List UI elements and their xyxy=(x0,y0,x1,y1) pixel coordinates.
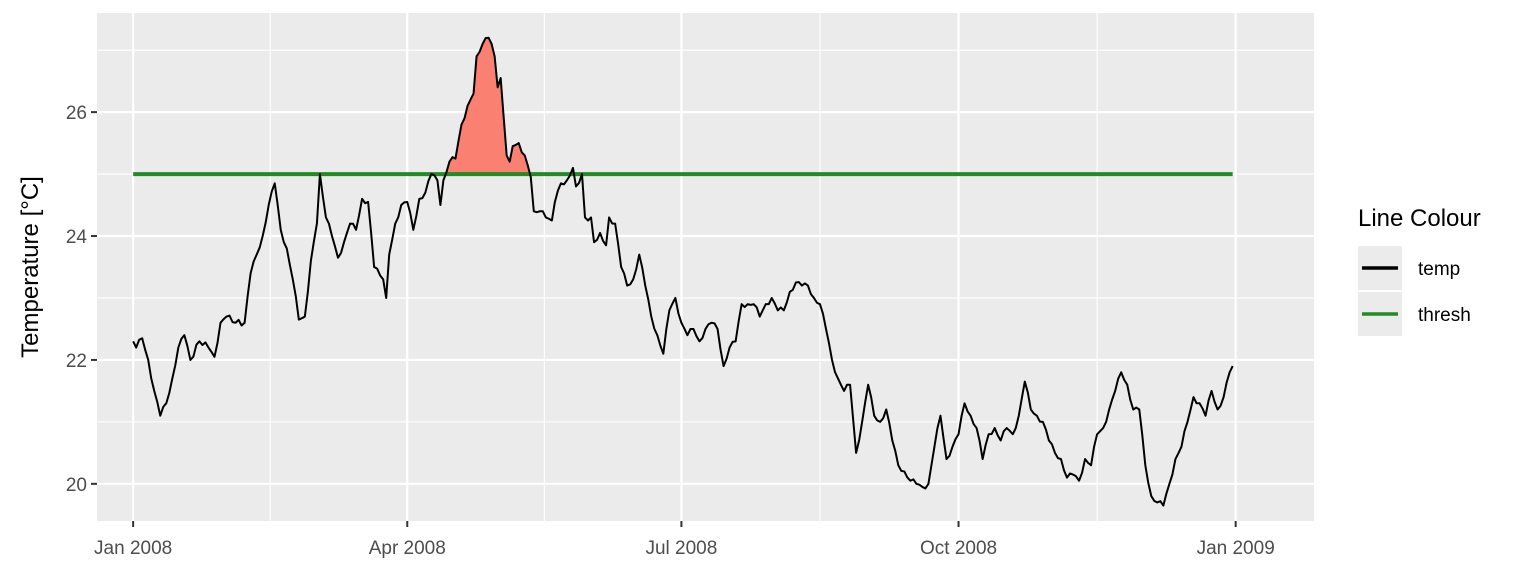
x-tick-label: Jan 2008 xyxy=(94,538,172,559)
legend: Line Colour temp thresh xyxy=(1358,205,1481,336)
series-layer xyxy=(132,36,1234,507)
exceedance-area xyxy=(445,37,530,175)
legend-title: Line Colour xyxy=(1358,205,1481,232)
y-tick-label: 24 xyxy=(66,227,88,248)
plot-panel xyxy=(97,13,1314,521)
y-tick-label: 26 xyxy=(66,103,87,124)
y-axis-title: Temperature [°C] xyxy=(17,176,44,358)
x-tick-label: Jan 2009 xyxy=(1197,538,1275,559)
y-axis-ticks: 20 22 24 26 xyxy=(66,103,97,496)
x-tick-label: Jul 2008 xyxy=(645,538,717,559)
y-tick-label: 22 xyxy=(66,351,87,372)
temperature-line xyxy=(132,36,1234,507)
y-tick-label: 20 xyxy=(66,475,87,496)
legend-label-thresh: thresh xyxy=(1418,305,1471,326)
major-grid xyxy=(97,13,1314,521)
x-tick-label: Apr 2008 xyxy=(369,538,446,559)
legend-label-temp: temp xyxy=(1418,259,1460,280)
x-axis-ticks: Jan 2008 Apr 2008 Jul 2008 Oct 2008 Jan 2009 xyxy=(94,521,1275,559)
x-tick-label: Oct 2008 xyxy=(920,538,997,559)
